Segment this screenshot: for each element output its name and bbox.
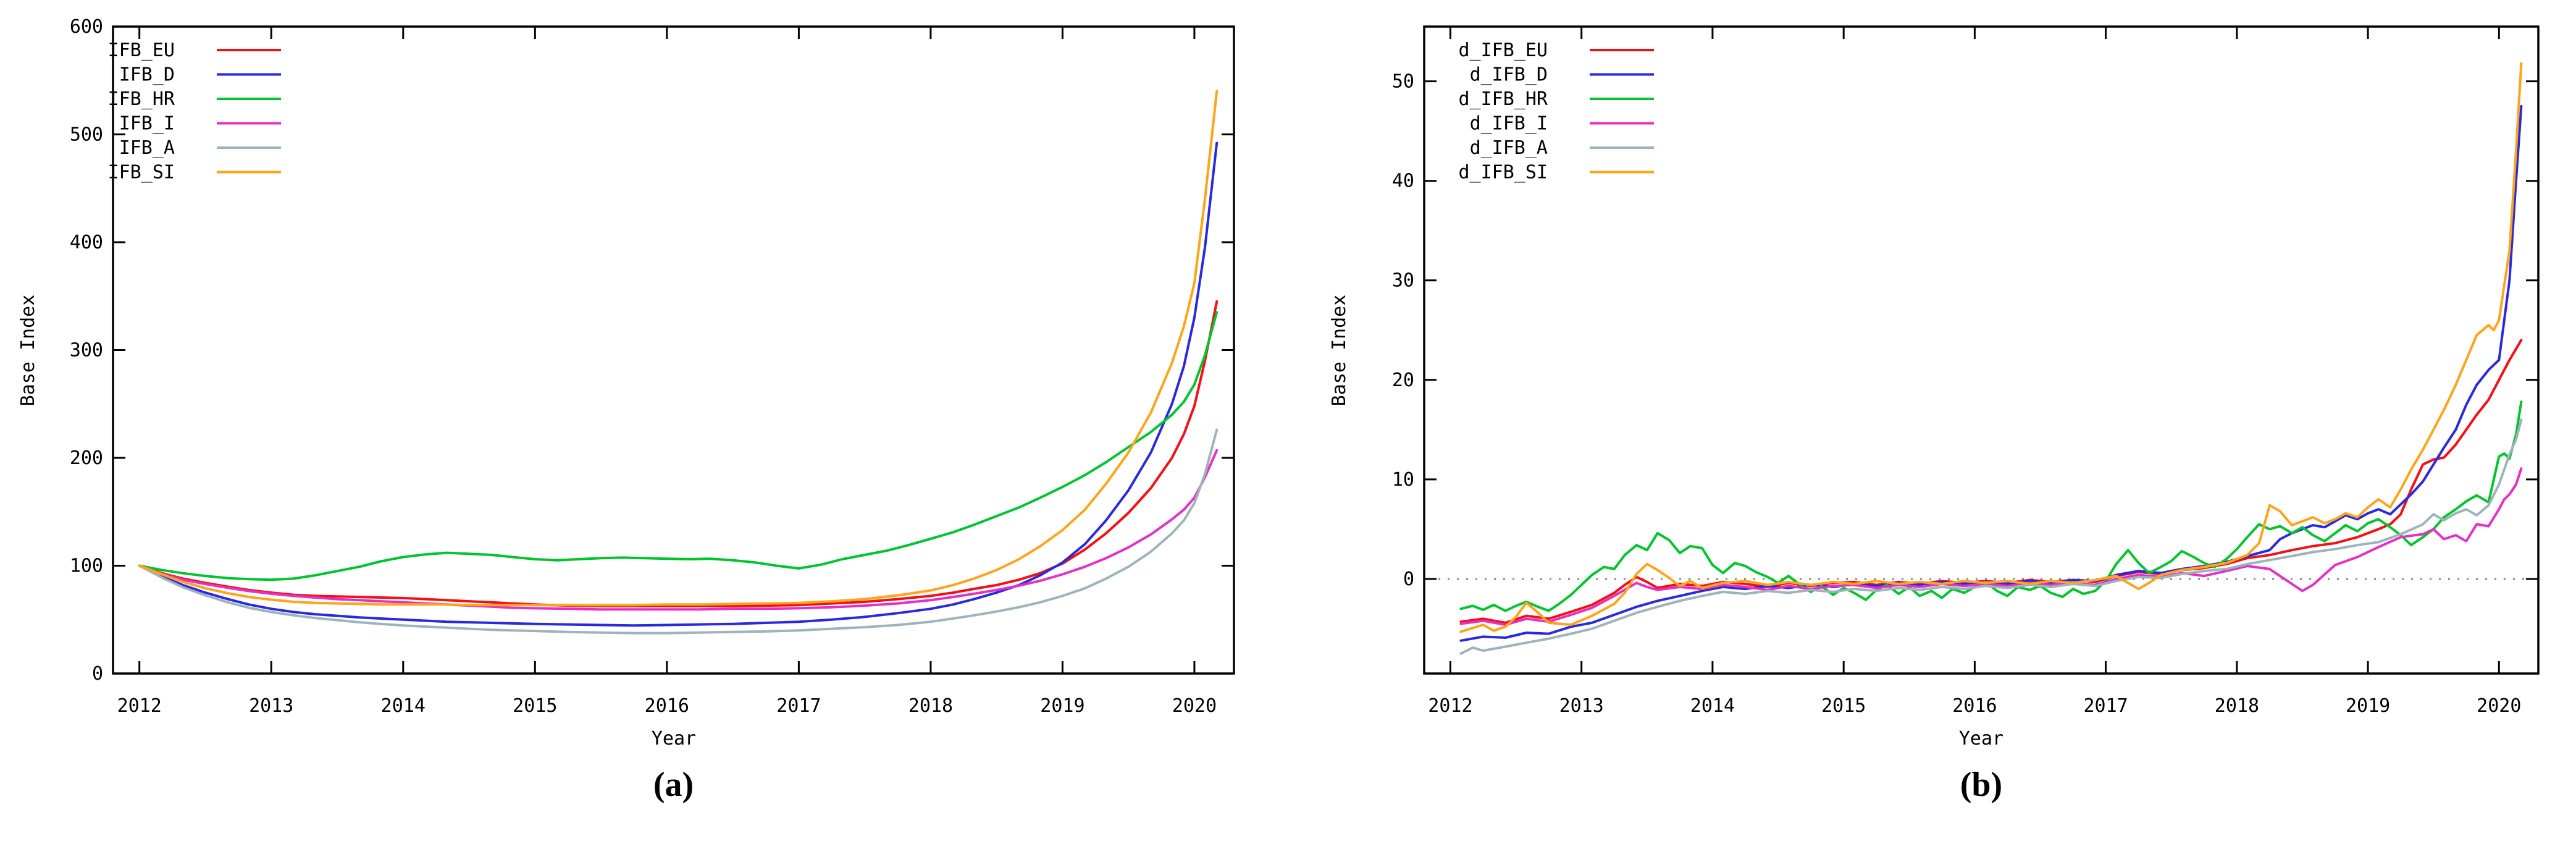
x-axis-title: Year	[652, 728, 696, 750]
series-line-d_IFB_EU	[1459, 339, 2523, 624]
series-line-d_IFB_D	[1459, 104, 2523, 642]
caption-a: (a)	[653, 766, 694, 804]
series-line-d_IFB_HR	[1459, 400, 2523, 612]
series-line-IFB_HR	[138, 311, 1219, 581]
x-tick-label: 2019	[1040, 695, 1085, 717]
legend-label-d_IFB_EU: d_IFB_EU	[1459, 40, 1548, 61]
y-tick-label: 0	[92, 663, 103, 685]
plot-border	[1423, 25, 2540, 675]
series-line-IFB_SI	[138, 90, 1219, 607]
x-tick-label: 2016	[645, 695, 689, 717]
legend-label-IFB_D: IFB_D	[119, 64, 175, 86]
y-tick-label: 100	[70, 555, 103, 577]
x-tick-label: 2014	[1690, 695, 1735, 717]
y-tick-label: 200	[70, 447, 103, 469]
x-axis-title: Year	[1959, 728, 2003, 750]
legend-label-IFB_SI: IFB_SI	[108, 162, 175, 184]
series-group	[138, 90, 1219, 635]
legend-label-d_IFB_I: d_IFB_I	[1470, 113, 1548, 135]
caption-b: (b)	[1960, 766, 2003, 804]
y-tick-label: 40	[1392, 171, 1414, 192]
y-axis-title: Base Index	[17, 295, 39, 407]
legend-label-d_IFB_SI: d_IFB_SI	[1459, 162, 1548, 184]
x-tick-label: 2019	[2346, 695, 2390, 717]
series-line-IFB_D	[138, 142, 1219, 627]
y-tick-label: 50	[1392, 71, 1414, 93]
y-tick-label: 0	[1403, 568, 1414, 590]
x-tick-label: 2018	[908, 695, 953, 717]
series-line-IFB_A	[138, 428, 1219, 635]
y-tick-label: 30	[1392, 270, 1414, 292]
series-line-d_IFB_I	[1459, 467, 2523, 627]
y-tick-label: 600	[70, 16, 103, 38]
x-tick-label: 2016	[1952, 695, 1997, 717]
x-tick-label: 2013	[249, 695, 293, 717]
series-line-d_IFB_A	[1459, 418, 2523, 655]
panel-a: 2012 2013 2014 2015 2016 2017 2018 2019 2020 0 100…	[17, 16, 1235, 804]
x-tick-label: 2017	[2083, 695, 2128, 717]
series-line-IFB_EU	[138, 300, 1219, 607]
legend-label-d_IFB_D: d_IFB_D	[1470, 64, 1548, 86]
x-tick-label: 2020	[2477, 695, 2521, 717]
x-tick-label: 2018	[2215, 695, 2259, 717]
y-axis-title: Base Index	[1328, 295, 1350, 407]
y-tick-label: 10	[1392, 469, 1414, 491]
x-tick-label: 2015	[1821, 695, 1866, 717]
x-tick-label: 2017	[776, 695, 821, 717]
y-tick-label: 20	[1392, 370, 1414, 391]
x-tick-label: 2020	[1172, 695, 1217, 717]
x-tick-label: 2012	[117, 695, 162, 717]
panel-b: 2012 2013 2014 2015 2016 2017 2018 2019 2020 0 10 2…	[1288, 0, 2575, 849]
legend-label-d_IFB_A: d_IFB_A	[1470, 137, 1548, 159]
legend-label-IFB_A: IFB_A	[119, 137, 175, 159]
legend-label-IFB_EU: IFB_EU	[108, 40, 175, 61]
plot-border	[112, 25, 1235, 675]
y-tick-label: 500	[70, 124, 103, 146]
series-group	[1459, 62, 2523, 655]
chart-b-canvas: 2012 2013 2014 2015 2016 2017 2018 2019 2020 0 10 2…	[1328, 25, 2540, 750]
legend-label-d_IFB_HR: d_IFB_HR	[1459, 88, 1548, 110]
series-line-IFB_I	[138, 449, 1219, 611]
series-line-d_IFB_SI	[1459, 62, 2523, 633]
x-tick-label: 2014	[381, 695, 426, 717]
legend-label-IFB_I: IFB_I	[119, 113, 175, 135]
y-tick-label: 300	[70, 340, 103, 361]
legend-label-IFB_HR: IFB_HR	[108, 88, 175, 110]
y-tick-label: 400	[70, 232, 103, 253]
x-tick-label: 2012	[1428, 695, 1472, 717]
chart-a-canvas: 2012 2013 2014 2015 2016 2017 2018 2019 2020 0 100…	[17, 16, 1235, 750]
x-tick-label: 2013	[1559, 695, 1604, 717]
x-tick-label: 2015	[513, 695, 557, 717]
